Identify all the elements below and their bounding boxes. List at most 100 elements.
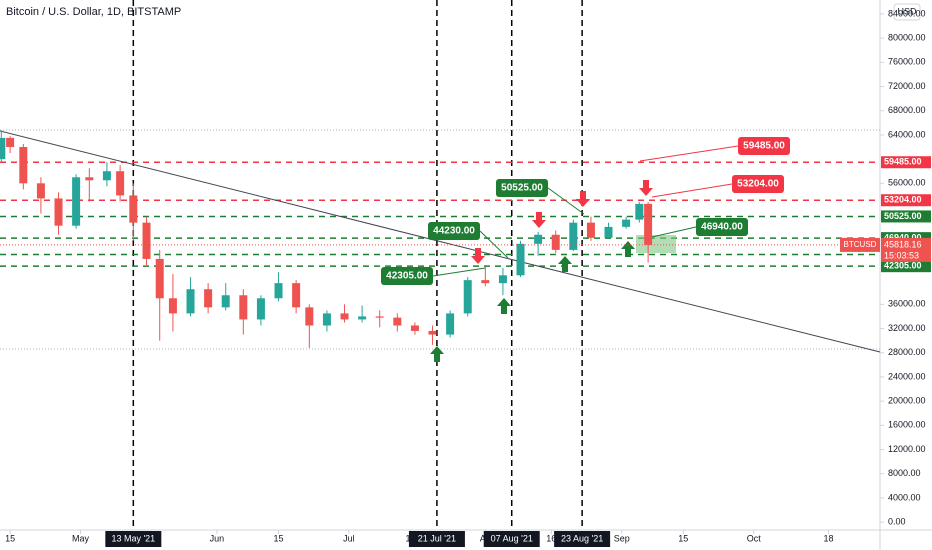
candle-body xyxy=(569,222,578,250)
down-arrow xyxy=(576,191,590,207)
callout-leader xyxy=(547,187,585,215)
candle-body xyxy=(604,226,613,238)
candle-body xyxy=(186,289,195,314)
candle-body xyxy=(85,177,94,181)
candle-body xyxy=(340,313,349,320)
level-axis-box xyxy=(881,156,931,169)
candle-body xyxy=(644,203,653,245)
down-arrow xyxy=(532,212,546,228)
callout-leader xyxy=(651,183,733,198)
currency-label[interactable]: USD xyxy=(897,6,917,16)
last-price-box xyxy=(881,237,931,262)
chart-title: Bitcoin / U.S. Dollar, 1D, BITSTAMP xyxy=(6,6,181,18)
x-tick-label: Oct xyxy=(747,533,762,543)
y-tick-label: 20000.00 xyxy=(888,396,926,406)
level-axis-label: 50525.00 xyxy=(884,211,922,221)
candle-body xyxy=(305,307,314,326)
x-tick-label: 16 xyxy=(546,533,556,543)
date-box xyxy=(105,531,162,547)
candle-body xyxy=(102,171,111,181)
callout-leader xyxy=(639,145,739,162)
y-tick-label: 72000.00 xyxy=(888,81,926,91)
y-tick-label: 12000.00 xyxy=(888,444,926,454)
candle-body xyxy=(168,298,177,314)
candle-body xyxy=(204,289,213,308)
currency-box[interactable] xyxy=(893,3,921,21)
y-tick-label: 4000.00 xyxy=(888,492,921,502)
y-tick-label: 24000.00 xyxy=(888,371,926,381)
callout-box xyxy=(732,175,784,193)
callout-box xyxy=(738,137,790,155)
candle-body xyxy=(481,280,490,284)
candle-body xyxy=(292,283,301,308)
callout-label: 42305.00 xyxy=(386,271,428,282)
callout-leader xyxy=(651,226,697,238)
date-label: 13 May '21 xyxy=(111,533,155,543)
date-label: 23 Aug '21 xyxy=(561,533,603,543)
candle-body xyxy=(534,234,543,244)
callout-label: 50525.00 xyxy=(501,183,543,194)
candle-body xyxy=(463,280,472,314)
y-tick-label: 56000.00 xyxy=(888,178,926,188)
candle-body xyxy=(116,171,125,196)
candle-body xyxy=(19,147,28,184)
level-axis-box xyxy=(881,210,931,223)
candle-body xyxy=(155,258,164,299)
down-arrow xyxy=(471,248,485,264)
target-box xyxy=(636,235,676,253)
candle-body xyxy=(516,243,525,276)
up-arrow xyxy=(430,346,444,362)
symbol-label: BTCUSD xyxy=(844,240,877,249)
candle-body xyxy=(551,234,560,250)
candle-body xyxy=(129,195,138,223)
x-tick-label: 15 xyxy=(274,533,284,543)
date-box xyxy=(408,531,465,547)
callout-box xyxy=(496,179,548,197)
callout-leader xyxy=(432,267,486,277)
level-axis-label: 46940.00 xyxy=(884,233,922,243)
x-tick-label: Sep xyxy=(614,533,630,543)
candle-body xyxy=(72,177,81,226)
level-axis-label: 59485.00 xyxy=(884,157,922,167)
candle-body xyxy=(410,325,419,331)
last-price-label: 45818.16 xyxy=(884,239,922,249)
x-tick-label: Jun xyxy=(210,533,225,543)
candles xyxy=(0,130,653,348)
candle-body xyxy=(498,275,507,284)
y-tick-label: 68000.00 xyxy=(888,105,926,115)
annotations: 59485.00 53204.00 50525.00 46940.00 44230.00… xyxy=(381,137,790,285)
candle-body xyxy=(142,222,151,259)
x-tick-label: 15 xyxy=(5,533,15,543)
candle-body xyxy=(622,219,631,227)
candle-body xyxy=(358,316,367,320)
date-label: 07 Aug '21 xyxy=(491,533,533,543)
candle-body xyxy=(256,298,265,320)
x-tick-label: 15 xyxy=(678,533,688,543)
candle-body xyxy=(54,198,63,226)
candle-body xyxy=(586,222,595,238)
candle-body xyxy=(446,313,455,335)
callout-box xyxy=(696,218,748,236)
candle-body xyxy=(393,317,402,326)
level-axis-label: 42305.00 xyxy=(884,261,922,271)
up-arrow xyxy=(558,256,572,272)
y-tick-label: 28000.00 xyxy=(888,347,926,357)
down-arrow xyxy=(639,180,653,196)
callout-label: 59485.00 xyxy=(743,141,785,152)
level-axis-label: 53204.00 xyxy=(884,195,922,205)
candle-body xyxy=(428,330,437,335)
date-label: 21 Jul '21 xyxy=(418,533,456,543)
date-box xyxy=(483,531,540,547)
callout-label: 53204.00 xyxy=(737,179,779,190)
candle-body xyxy=(6,137,15,148)
candle-body xyxy=(274,283,283,299)
y-tick-label: 32000.00 xyxy=(888,323,926,333)
callout-label: 44230.00 xyxy=(433,226,475,237)
candle-body xyxy=(375,316,384,318)
date-box xyxy=(554,531,611,547)
symbol-box xyxy=(840,237,880,252)
callout-label: 46940.00 xyxy=(701,222,743,233)
level-axis-box xyxy=(881,194,931,207)
candle-body xyxy=(239,295,248,320)
